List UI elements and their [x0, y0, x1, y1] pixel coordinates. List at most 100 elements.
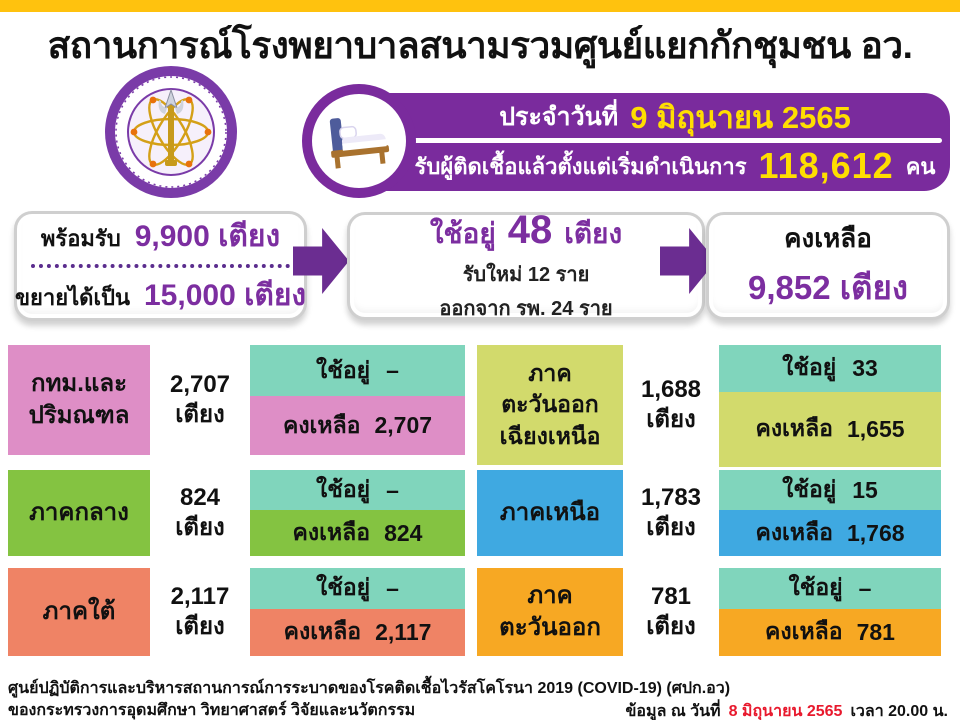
cumulative-unit: คน — [905, 153, 936, 179]
region-bkk-stack: ใช้อยู่ – คงเหลือ 2,707 — [250, 345, 465, 455]
ready-value: 9,900 เตียง — [134, 220, 281, 253]
cumulative-value: 118,612 — [758, 145, 894, 186]
asof-prefix: ข้อมูล ณ วันที่ — [625, 703, 721, 720]
in-use-label: ใช้อยู่ — [782, 476, 837, 502]
remaining-value: 2,707 — [374, 412, 433, 439]
remaining-value: 2,117 — [375, 618, 432, 645]
in-use-unit: เตียง — [564, 218, 623, 249]
remaining-box: คงเหลือ 9,852 เตียง — [706, 212, 950, 320]
in-use-row: ใช้อยู่ 48 เตียง — [430, 208, 622, 256]
remaining-label: คงเหลือ — [755, 519, 833, 545]
region-east-stack: ใช้อยู่ – คงเหลือ 781 — [719, 568, 941, 656]
bed-badge-inner — [312, 94, 406, 188]
capacity-divider — [31, 264, 290, 268]
region-north-total: 1,783 เตียง — [625, 470, 717, 556]
data-as-of: ข้อมูล ณ วันที่ 8 มิถุนายน 2565 เวลา 20.… — [625, 699, 948, 720]
header-banner: ประจำวันที่ 9 มิถุนายน 2565 รับผู้ติดเชื… — [330, 93, 950, 191]
region-central-stack: ใช้อยู่ – คงเหลือ 824 — [250, 470, 465, 556]
asof-time: เวลา 20.00 น. — [850, 703, 948, 720]
in-use-label: ใช้อยู่ — [316, 356, 371, 383]
expand-label: ขยายได้เป็น — [14, 285, 130, 310]
remaining-value: 1,655 — [846, 415, 905, 442]
region-south-total-unit: เตียง — [175, 613, 225, 640]
report-date-label: ประจำวันที่ — [499, 102, 619, 131]
region-bkk-remaining: คงเหลือ 2,707 — [250, 396, 465, 455]
region-south-label: ภาคใต้ — [8, 568, 150, 656]
region-central-total-value: 824 — [179, 484, 221, 511]
region-central-remaining: คงเหลือ 824 — [250, 510, 465, 556]
region-northeast-inuse: ใช้อยู่ 33 — [719, 345, 941, 392]
remaining-value: 824 — [384, 519, 423, 546]
region-northeast-remaining: คงเหลือ 1,655 — [719, 391, 941, 467]
page-title: สถานการณ์โรงพยาบาลสนามรวมศูนย์แยกกักชุมช… — [47, 25, 913, 66]
top-accent-bar — [0, 0, 960, 12]
region-northeast-label: ภาค ตะวันออก เฉียงเหนือ — [477, 345, 623, 465]
remaining-label: คงเหลือ — [755, 415, 833, 442]
footer-org-line2: ของกระทรวงการอุดมศึกษา วิทยาศาสตร์ วิจัย… — [8, 702, 416, 719]
in-use-label: ใช้อยู่ — [316, 476, 371, 502]
region-central-label: ภาคกลาง — [8, 470, 150, 556]
region-south-total-value: 2,117 — [170, 583, 230, 610]
region-south-inuse: ใช้อยู่ – — [250, 568, 465, 609]
remaining-label: คงเหลือ — [292, 519, 371, 545]
region-north-stack: ใช้อยู่ 15 คงเหลือ 1,768 — [719, 470, 941, 556]
cumulative-row: รับผู้ติดเชื้อแล้วตั้งแต่เริ่มดำเนินการ … — [410, 144, 940, 188]
region-bkk-total: 2,707 เตียง — [152, 345, 248, 455]
region-north-inuse: ใช้อยู่ 15 — [719, 470, 941, 510]
remaining-label: คงเหลือ — [283, 618, 362, 645]
capacity-expand-row: ขยายได้เป็น 15,000 เตียง — [15, 272, 306, 319]
expand-value: 15,000 เตียง — [144, 279, 307, 312]
in-use-value: – — [858, 574, 872, 601]
in-use-box: ใช้อยู่ 48 เตียง รับใหม่ 12 ราย ออกจาก ร… — [347, 208, 705, 320]
ministry-logo — [103, 64, 239, 200]
region-northeast-total-value: 1,688 — [640, 376, 702, 403]
in-use-value: 15 — [852, 476, 878, 503]
region-north-label: ภาคเหนือ — [477, 470, 623, 556]
new-admissions: รับใหม่ 12 ราย — [462, 264, 590, 286]
capacity-box: พร้อมรับ 9,900 เตียง ขยายได้เป็น 15,000 … — [14, 211, 307, 321]
region-central-inuse: ใช้อยู่ – — [250, 470, 465, 510]
region-south-stack: ใช้อยู่ – คงเหลือ 2,117 — [250, 568, 465, 656]
region-north-total-unit: เตียง — [646, 514, 696, 541]
remaining-value: 781 — [856, 618, 895, 645]
in-use-value: – — [386, 574, 399, 601]
remaining-value: 1,768 — [846, 519, 905, 546]
asof-date: 8 มิถุนายน 2565 — [728, 703, 843, 720]
in-use-label: ใช้อยู่ — [788, 574, 843, 601]
region-bkk-total-value: 2,707 — [169, 371, 231, 398]
region-north-total-value: 1,783 — [640, 484, 702, 511]
in-use-value: 48 — [507, 208, 553, 252]
banner-divider — [386, 138, 942, 143]
remaining-label: คงเหลือ — [282, 411, 361, 438]
cumulative-label: รับผู้ติดเชื้อแล้วตั้งแต่เริ่มดำเนินการ — [414, 153, 747, 179]
in-use-value: – — [386, 357, 399, 384]
region-south-total: 2,117 เตียง — [152, 568, 248, 656]
region-central-total: 824 เตียง — [152, 470, 248, 556]
remaining-label: คงเหลือ — [765, 618, 843, 645]
ministry-emblem-icon — [105, 66, 237, 198]
remaining-value: 9,852 เตียง — [748, 269, 908, 306]
footer-org-line1: ศูนย์ปฏิบัติการและบริหารสถานการณ์การระบา… — [8, 680, 731, 697]
region-bkk-total-unit: เตียง — [175, 401, 225, 428]
region-east-label: ภาค ตะวันออก — [477, 568, 623, 656]
bed-icon — [329, 118, 390, 169]
region-east-inuse: ใช้อยู่ – — [719, 568, 941, 609]
region-bkk-inuse: ใช้อยู่ – — [250, 345, 465, 397]
region-bkk-label: กทม.และ ปริมณฑล — [8, 345, 150, 455]
region-east-total: 781 เตียง — [625, 568, 717, 656]
region-north-remaining: คงเหลือ 1,768 — [719, 510, 941, 556]
ready-label: พร้อมรับ — [40, 226, 121, 251]
capacity-ready-row: พร้อมรับ 9,900 เตียง — [31, 213, 290, 260]
report-date-value: 9 มิถุนายน 2565 — [630, 99, 851, 135]
region-south-remaining: คงเหลือ 2,117 — [250, 608, 465, 656]
region-central-total-unit: เตียง — [175, 514, 225, 541]
region-east-remaining: คงเหลือ 781 — [719, 608, 941, 656]
in-use-label: ใช้อยู่ — [782, 354, 837, 381]
in-use-label: ใช้อยู่ — [316, 574, 371, 601]
region-east-total-value: 781 — [650, 583, 692, 610]
remaining-label: คงเหลือ — [784, 223, 872, 253]
region-northeast-total: 1,688 เตียง — [625, 345, 717, 465]
bed-badge — [302, 84, 416, 198]
region-east-total-unit: เตียง — [646, 613, 696, 640]
